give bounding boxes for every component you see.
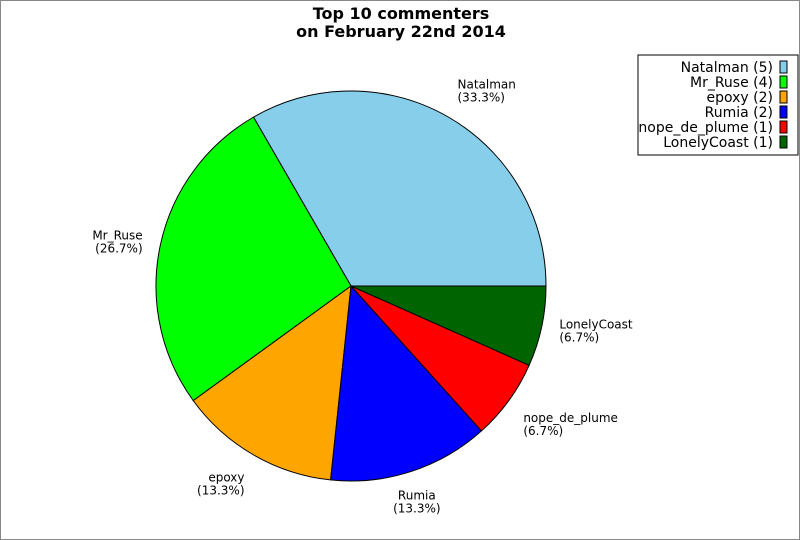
chart-title-line-2: on February 22nd 2014 [296,22,506,41]
slice-percent-label: (6.7%) [559,330,599,344]
pie-slice-Natalman [252,90,547,287]
pie-slice-epoxy [192,284,352,481]
slice-label: LonelyCoast [559,317,633,331]
legend-box [637,54,799,156]
pie-slice-LonelyCoast [350,285,547,366]
legend-entry-label: LonelyCoast (1) [663,135,773,151]
slice-percent-label: (33.3%) [458,91,505,105]
slice-label: Rumia [398,489,436,503]
slice-percent-label: (26.7%) [95,242,142,256]
slice-percent-label: (13.3%) [197,483,244,497]
legend-swatch [779,90,788,104]
slice-label: epoxy [208,470,244,484]
legend-swatch [779,120,788,134]
legend-swatch [779,105,788,119]
legend-entry-label: nope_de_plume (1) [638,120,773,136]
pie-slice-Mr_Ruse [155,116,352,402]
legend-entry-label: epoxy (2) [707,90,774,106]
legend-entry-label: Mr_Ruse (4) [690,75,773,91]
legend-swatch [779,60,788,74]
slice-label: nope_de_plume [523,411,618,425]
pie-slice-Rumia [330,284,483,482]
legend-swatch [779,75,788,89]
legend-entry-label: Natalman (5) [681,60,773,76]
slice-percent-label: (6.7%) [523,424,563,438]
slice-label: Mr_Ruse [92,229,142,243]
slice-label: Natalman [458,78,516,92]
chart-title-line-1: Top 10 commenters [313,4,490,23]
legend-swatch [779,135,788,149]
legend-entry-label: Rumia (2) [705,105,773,121]
slice-percent-label: (13.3%) [393,502,440,516]
